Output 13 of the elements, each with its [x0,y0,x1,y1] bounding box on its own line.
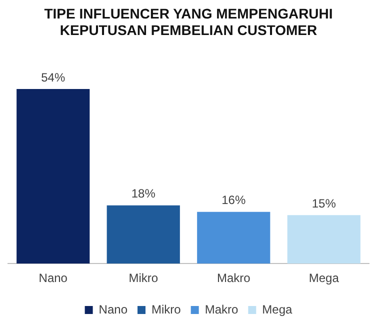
data-label: 18% [131,186,156,201]
data-label: 54% [41,70,66,84]
data-label: 16% [222,193,246,208]
data-label: 15% [312,196,336,210]
legend-label: Mikro [152,302,182,316]
legend-label: Makro [204,302,238,316]
x-tick-label: Mikro [128,271,158,286]
x-tick-label: Mega [308,271,340,286]
legend-label: Mega [262,302,293,316]
x-tick-label: Nano [38,271,68,286]
x-tick-label: Makro [216,271,251,286]
legend-label: Nano [98,302,128,316]
chart-title: TIPE INFLUENCER YANG MEMPENGARUHI KEPUTUSAN PEMBELIAN CUSTOMER [44,5,333,38]
